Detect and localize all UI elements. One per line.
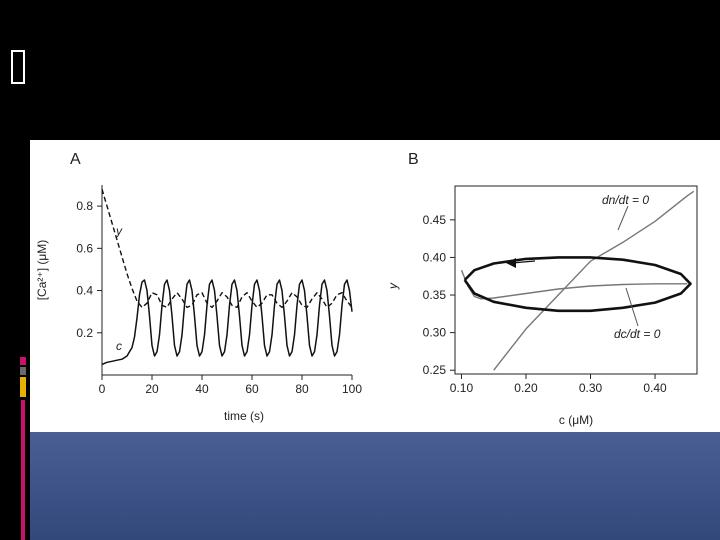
panel-b-ylabel: y: [386, 282, 400, 290]
series-line-dn-dt-0: [493, 190, 695, 371]
x-tick-label: 100: [342, 382, 362, 396]
y-tick-label: 0.8: [76, 199, 93, 213]
y-tick-label: 0.6: [76, 241, 93, 255]
slide-footer-band: [30, 432, 720, 540]
x-tick-label: 0.10: [450, 381, 474, 395]
y-tick-label: 0.30: [423, 326, 447, 340]
accent-mark-3: [20, 377, 26, 397]
panel-a-series-y-label: y: [115, 224, 123, 238]
plot-frame: [454, 185, 698, 375]
x-tick-label: 20: [145, 382, 159, 396]
y-tick-label: 0.25: [423, 363, 447, 377]
x-tick-label: 80: [295, 382, 309, 396]
y-tick-label: 0.45: [423, 213, 447, 227]
annotation-leader-dc: [625, 287, 639, 327]
accent-mark-2: [20, 367, 26, 375]
x-tick-label: 0.30: [579, 381, 603, 395]
panel-a-label: A: [70, 151, 81, 168]
series-line-y: [101, 189, 353, 309]
annotation-leader-dn: [617, 205, 629, 231]
direction-arrow-head: [506, 258, 516, 268]
x-tick-label: 40: [195, 382, 209, 396]
decorative-square: [11, 50, 25, 84]
figure-panel: A 0 20 40 60 80 100 0.2 0.4 0.6 0.8 time (s) [Ca²…: [30, 140, 720, 432]
accent-mark-1: [20, 357, 26, 365]
y-tick-label: 0.40: [423, 250, 447, 264]
panel-b-xlabel: c (μM): [559, 413, 593, 427]
series-line-limit-cycle: [463, 256, 692, 313]
y-tick-label: 0.2: [76, 326, 93, 340]
y-tick-label: 0.35: [423, 288, 447, 302]
panel-a-xlabel: time (s): [224, 409, 264, 423]
panel-b-annotation-dc: dc/dt = 0: [614, 327, 661, 341]
figure-svg: A 0 20 40 60 80 100 0.2 0.4 0.6 0.8 time (s) [Ca²…: [35, 151, 698, 427]
panel-a-series-c-label: c: [116, 339, 122, 353]
panel-a-axes: 0 20 40 60 80 100 0.2 0.4 0.6 0.8: [76, 185, 362, 396]
x-tick-label: 0.40: [643, 381, 667, 395]
x-tick-label: 0: [99, 382, 106, 396]
slide-title-area: [0, 0, 720, 140]
panel-b-label: B: [408, 151, 419, 168]
series-line-c: [101, 279, 353, 366]
series-line-dc-dt-0: [460, 269, 688, 300]
panel-b-annotation-dn: dn/dt = 0: [602, 193, 649, 207]
slide-left-bar: [0, 0, 30, 540]
panel-b-axes: 0.10 0.20 0.30 0.40 0.25 0.30 0.35 0.40 0.45: [423, 185, 698, 395]
y-tick-label: 0.4: [76, 284, 93, 298]
x-tick-label: 0.20: [514, 381, 538, 395]
x-tick-label: 60: [245, 382, 259, 396]
accent-mark-4: [21, 400, 25, 540]
panel-a-ylabel: [Ca²⁺] (μM): [35, 240, 49, 301]
